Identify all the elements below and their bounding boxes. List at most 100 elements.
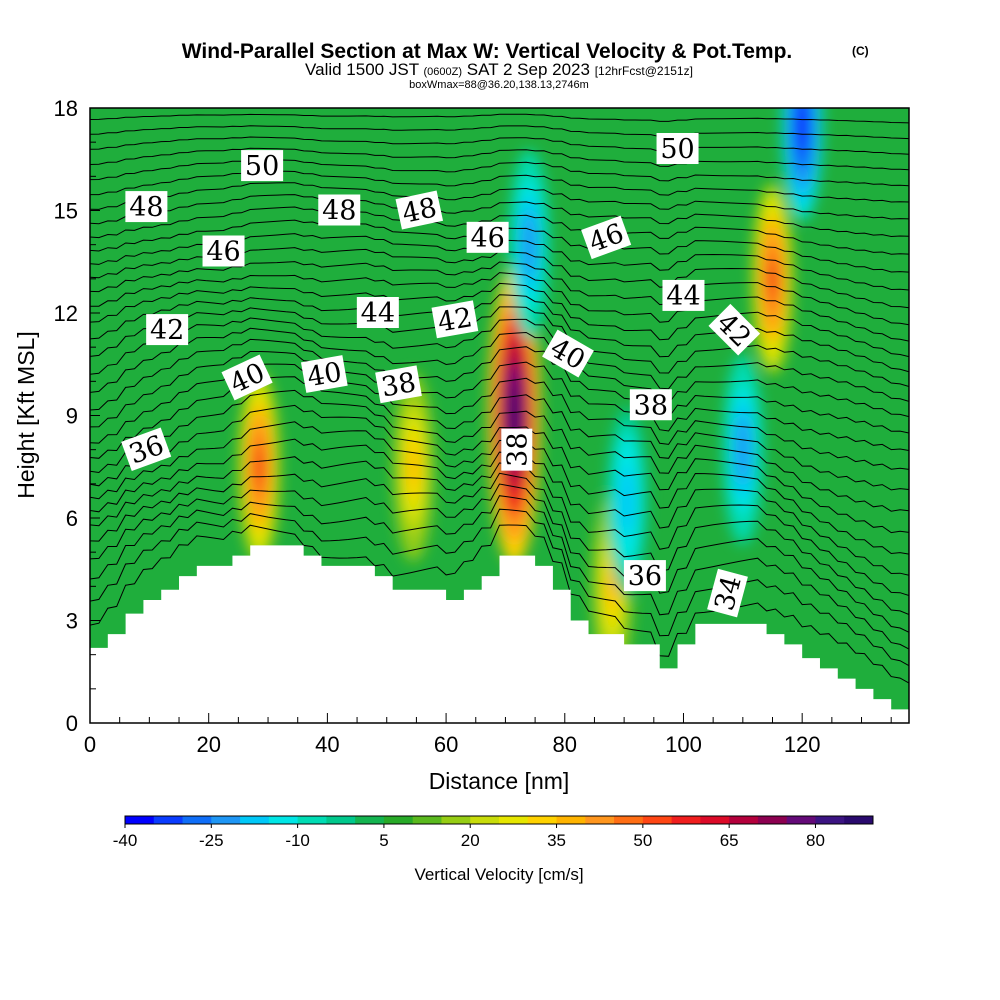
velocity-contour: [738, 430, 747, 469]
contour-label: 48: [318, 194, 361, 227]
isentrope-line: [90, 294, 909, 373]
contour-label-text: 42: [435, 302, 474, 338]
contour-label-box: [300, 355, 348, 393]
isentrope-line: [90, 113, 909, 124]
contour-label-text: 38: [379, 367, 418, 403]
contour-label-text: 38: [634, 390, 668, 421]
colorbar: -40 -25 -10 5 20 35 50 65 80: [113, 815, 874, 850]
contour-label: 50: [656, 133, 699, 165]
contour-label-box: [121, 427, 172, 471]
valid-utc: (0600Z): [424, 66, 463, 78]
contour-label-text: 48: [399, 192, 439, 229]
colorbar-tick-label: 35: [547, 831, 566, 850]
colorbar-swatch: [499, 816, 529, 824]
y-tick-label: 9: [66, 404, 78, 429]
colorbar-swatch: [642, 816, 673, 824]
isentrope-line: [90, 317, 909, 402]
contour-label-box: [125, 191, 168, 223]
isentrope-line: [90, 472, 909, 615]
isentrope-line: [90, 404, 909, 534]
isentrope-line: [90, 182, 909, 220]
x-axis-label: Distance [nm]: [429, 768, 570, 794]
velocity-contour: [623, 481, 632, 520]
isentrope-line: [90, 483, 909, 633]
contour-label-box: [202, 235, 245, 267]
velocity-contour: [608, 567, 617, 606]
contour-label-box: [221, 354, 273, 401]
colorbar-frame: [124, 815, 874, 825]
colorbar-tick-label: 20: [461, 831, 480, 850]
colorbar-swatch: [125, 816, 155, 824]
contour-label-text: 48: [322, 196, 356, 227]
contour-label-box: [431, 300, 479, 339]
contour-label: 44: [662, 279, 705, 312]
valid-prefix: Valid 1500 JST: [305, 60, 419, 79]
colorbar-swatch: [757, 816, 788, 824]
isentrope-line: [90, 136, 909, 155]
copyright-mark: (C): [852, 44, 869, 58]
x-tick-label: 100: [665, 732, 702, 757]
x-tick-label: 80: [553, 732, 577, 757]
y-tick-label: 0: [66, 711, 78, 736]
y-tick-label: 18: [54, 96, 78, 121]
colorbar-swatch: [297, 816, 327, 824]
colorbar-tick-label: 50: [633, 831, 652, 850]
contour-label-box: [629, 389, 672, 421]
velocity-cell: [393, 371, 434, 562]
contour-label-text: 48: [129, 192, 163, 223]
contour-label: 46: [202, 235, 245, 268]
colorbar-swatch: [470, 816, 500, 824]
contour-label-box: [581, 215, 632, 260]
isentrope-line: [90, 194, 909, 238]
y-tick-label: 6: [66, 506, 78, 531]
contour-label-box: [501, 428, 533, 471]
contour-label: 48: [125, 191, 168, 223]
colorbar-swatch: [355, 816, 385, 824]
contour-label-box: [146, 314, 189, 346]
contour-label-text: 44: [666, 281, 700, 312]
y-axis-label: Height [Kft MSL]: [13, 331, 39, 498]
colorbar-swatch: [412, 816, 442, 824]
x-tick-label: 120: [784, 732, 821, 757]
colorbar-swatch: [383, 816, 414, 824]
colorbar-tick-label: -25: [199, 831, 224, 850]
colorbar-swatch: [614, 816, 644, 824]
isentrope-line: [90, 421, 909, 555]
terrain-mask: [90, 545, 909, 723]
isentrope-line: [90, 261, 909, 326]
colorbar-swatch: [844, 816, 874, 824]
contour-label: 44: [356, 297, 399, 329]
contour-label-box: [466, 221, 509, 253]
contour-label-text: 36: [628, 561, 662, 592]
isentrope-line: [90, 327, 909, 418]
velocity-contour: [798, 108, 807, 145]
isentrope-line: [90, 159, 909, 187]
velocity-contour: [409, 447, 418, 486]
contour-label-text: 42: [150, 315, 184, 346]
colorbar-swatch: [556, 816, 586, 824]
box-info: boxWmax=88@36.20,138.13,2746m: [409, 79, 589, 91]
contour-label: 42: [146, 314, 189, 346]
colorbar-label: Vertical Velocity [cm/s]: [414, 865, 583, 884]
contour-label-box: [707, 568, 748, 618]
colorbar-swatch: [671, 816, 701, 824]
velocity-contour: [525, 225, 534, 264]
isentrope-line: [90, 306, 909, 387]
contour-label-box: [542, 329, 594, 378]
contour-label-text: 40: [305, 357, 344, 393]
isentrope-line: [90, 147, 909, 171]
contour-label: 36: [623, 560, 666, 592]
x-tick-label: 40: [315, 732, 339, 757]
contour-label: 42: [431, 300, 479, 339]
contour-label-text: 50: [245, 151, 279, 182]
colorbar-swatch: [326, 816, 356, 824]
valid-date: SAT 2 Sep 2023: [467, 60, 590, 79]
isentrope-line: [90, 170, 909, 203]
forecast-info: [12hrFcst@2151z]: [595, 64, 693, 78]
colorbar-swatch: [211, 816, 241, 824]
isentrope-line: [90, 376, 909, 491]
colorbar-tick-label: 65: [720, 831, 739, 850]
isentrope-line: [90, 438, 909, 576]
